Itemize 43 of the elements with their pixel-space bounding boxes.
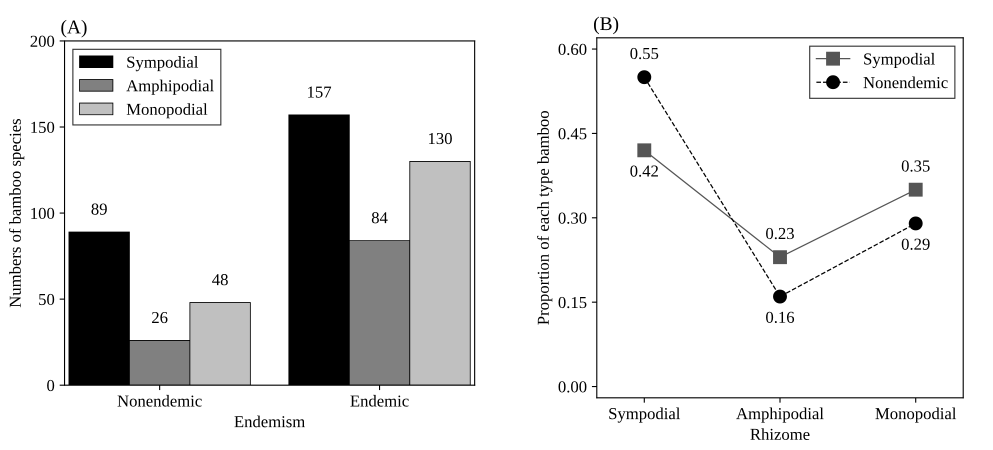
data-label: 26 — [152, 312, 168, 324]
data-label: 157 — [308, 86, 332, 98]
x-tick-label: Monopodial — [875, 408, 956, 423]
y-tick-label: 0.45 — [558, 128, 586, 140]
y-tick-label: 0.60 — [558, 44, 586, 56]
chart-title: (A) — [61, 20, 87, 38]
data-label: 0.55 — [630, 48, 658, 60]
data-label: 0.42 — [630, 165, 658, 177]
y-tick-label: 50 — [39, 294, 54, 306]
y-tick-label: 0.15 — [558, 296, 586, 308]
y-tick-label: 0 — [47, 380, 54, 392]
data-label: 89 — [91, 203, 107, 215]
data-label: 130 — [428, 132, 452, 144]
x-axis-title: Rhizome — [750, 428, 810, 440]
x-tick-label: Sympodial — [609, 408, 680, 423]
data-label: 0.23 — [766, 228, 794, 240]
legend-label: Sympodial — [127, 56, 198, 72]
x-axis-title: Endemism — [234, 416, 305, 428]
data-label: 0.16 — [766, 312, 794, 324]
data-label: 48 — [212, 274, 228, 286]
y-tick-label: 0.30 — [558, 212, 586, 224]
y-axis-title: Numbers of bamboo species — [8, 119, 24, 308]
point — [908, 216, 923, 230]
x-tick-label: Amphipodial — [736, 408, 824, 423]
y-axis-title: Proportion of each type bamboo — [537, 111, 552, 325]
legend-label: Nonendemic — [864, 76, 948, 88]
point — [773, 290, 787, 304]
x-tick-label: Endemic — [350, 394, 409, 407]
point — [773, 250, 787, 264]
y-tick-label: 150 — [31, 122, 54, 133]
y-tick-label: 200 — [30, 36, 54, 47]
legend-label: Amphipodial — [126, 80, 214, 95]
y-tick-label: 0.00 — [558, 381, 586, 393]
chart-title: (B) — [594, 16, 618, 34]
y-tick-label: 100 — [31, 208, 54, 220]
point — [637, 70, 652, 84]
data-label: 84 — [372, 212, 388, 224]
point — [908, 182, 923, 197]
legend-label: Sympodial — [864, 52, 935, 68]
data-label: 0.29 — [902, 238, 930, 250]
legend-label: Monopodial — [126, 103, 208, 118]
data-label: 0.35 — [902, 160, 930, 172]
point — [637, 143, 652, 158]
